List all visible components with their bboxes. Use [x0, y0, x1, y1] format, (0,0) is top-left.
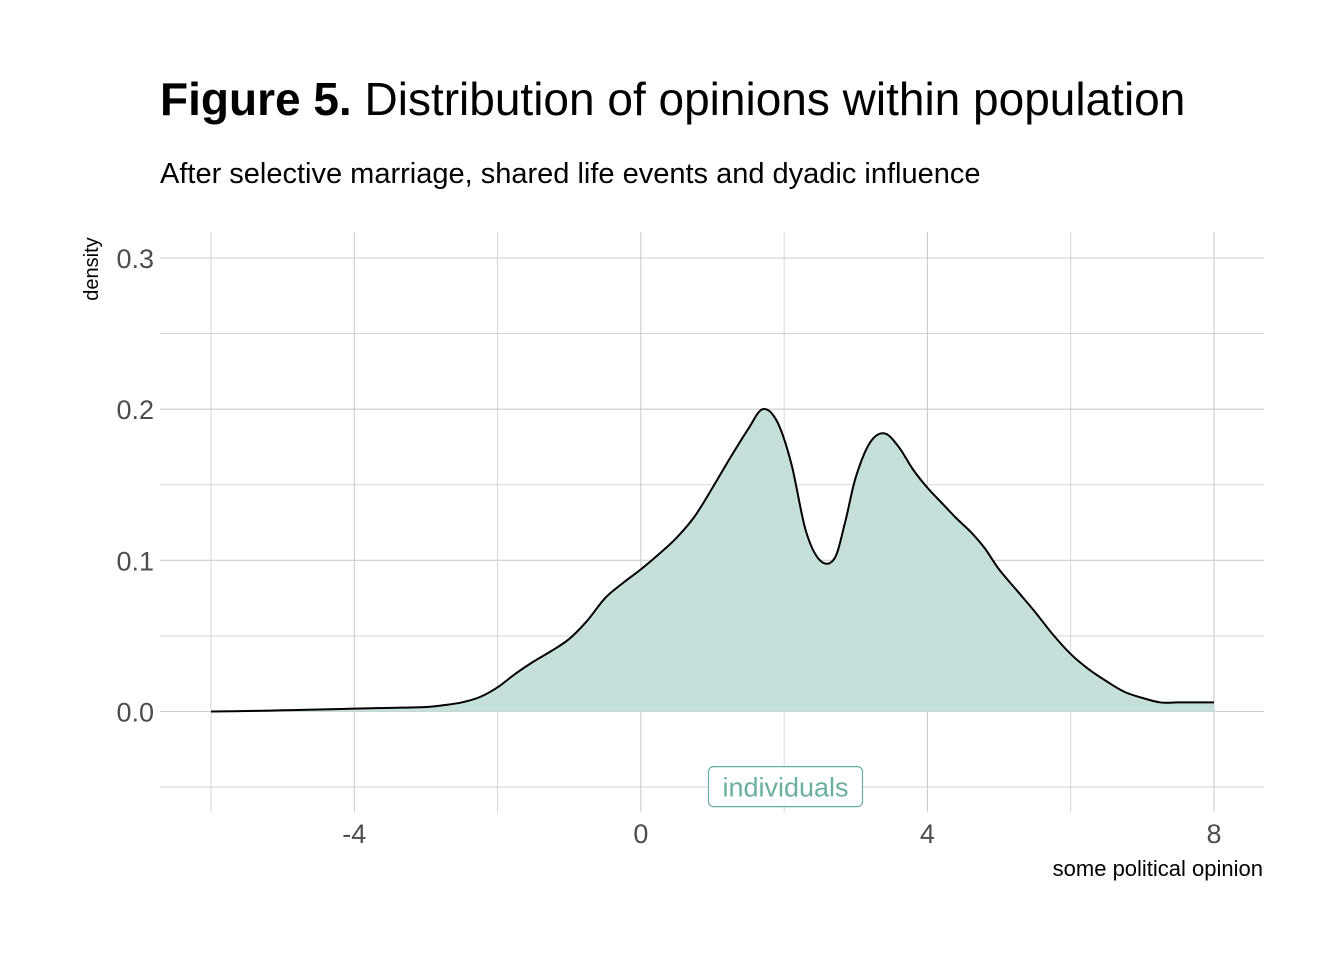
chart-title: Figure 5. Distribution of opinions withi… [160, 72, 1185, 126]
density-area [211, 408, 1214, 712]
x-axis-title: some political opinion [1053, 856, 1263, 881]
y-tick-label: 0.3 [116, 244, 154, 274]
annotation-label: individuals [722, 773, 848, 803]
x-tick-label: 0 [633, 819, 648, 849]
chart-subtitle: After selective marriage, shared life ev… [160, 158, 981, 190]
x-tick-label: 4 [920, 819, 935, 849]
annotation-box [707, 765, 864, 808]
y-tick-label: 0.2 [116, 395, 154, 425]
y-tick-label: 0.0 [116, 698, 154, 728]
x-tick-label: -4 [342, 819, 366, 849]
y-tick-label: 0.1 [116, 546, 154, 576]
chart-title-bold: Figure 5. [160, 73, 352, 125]
density-line [210, 407, 1214, 713]
chart-title-text: Distribution of opinions within populati… [351, 73, 1186, 125]
x-tick-label: 8 [1206, 819, 1221, 849]
y-axis-title: density [81, 237, 103, 300]
